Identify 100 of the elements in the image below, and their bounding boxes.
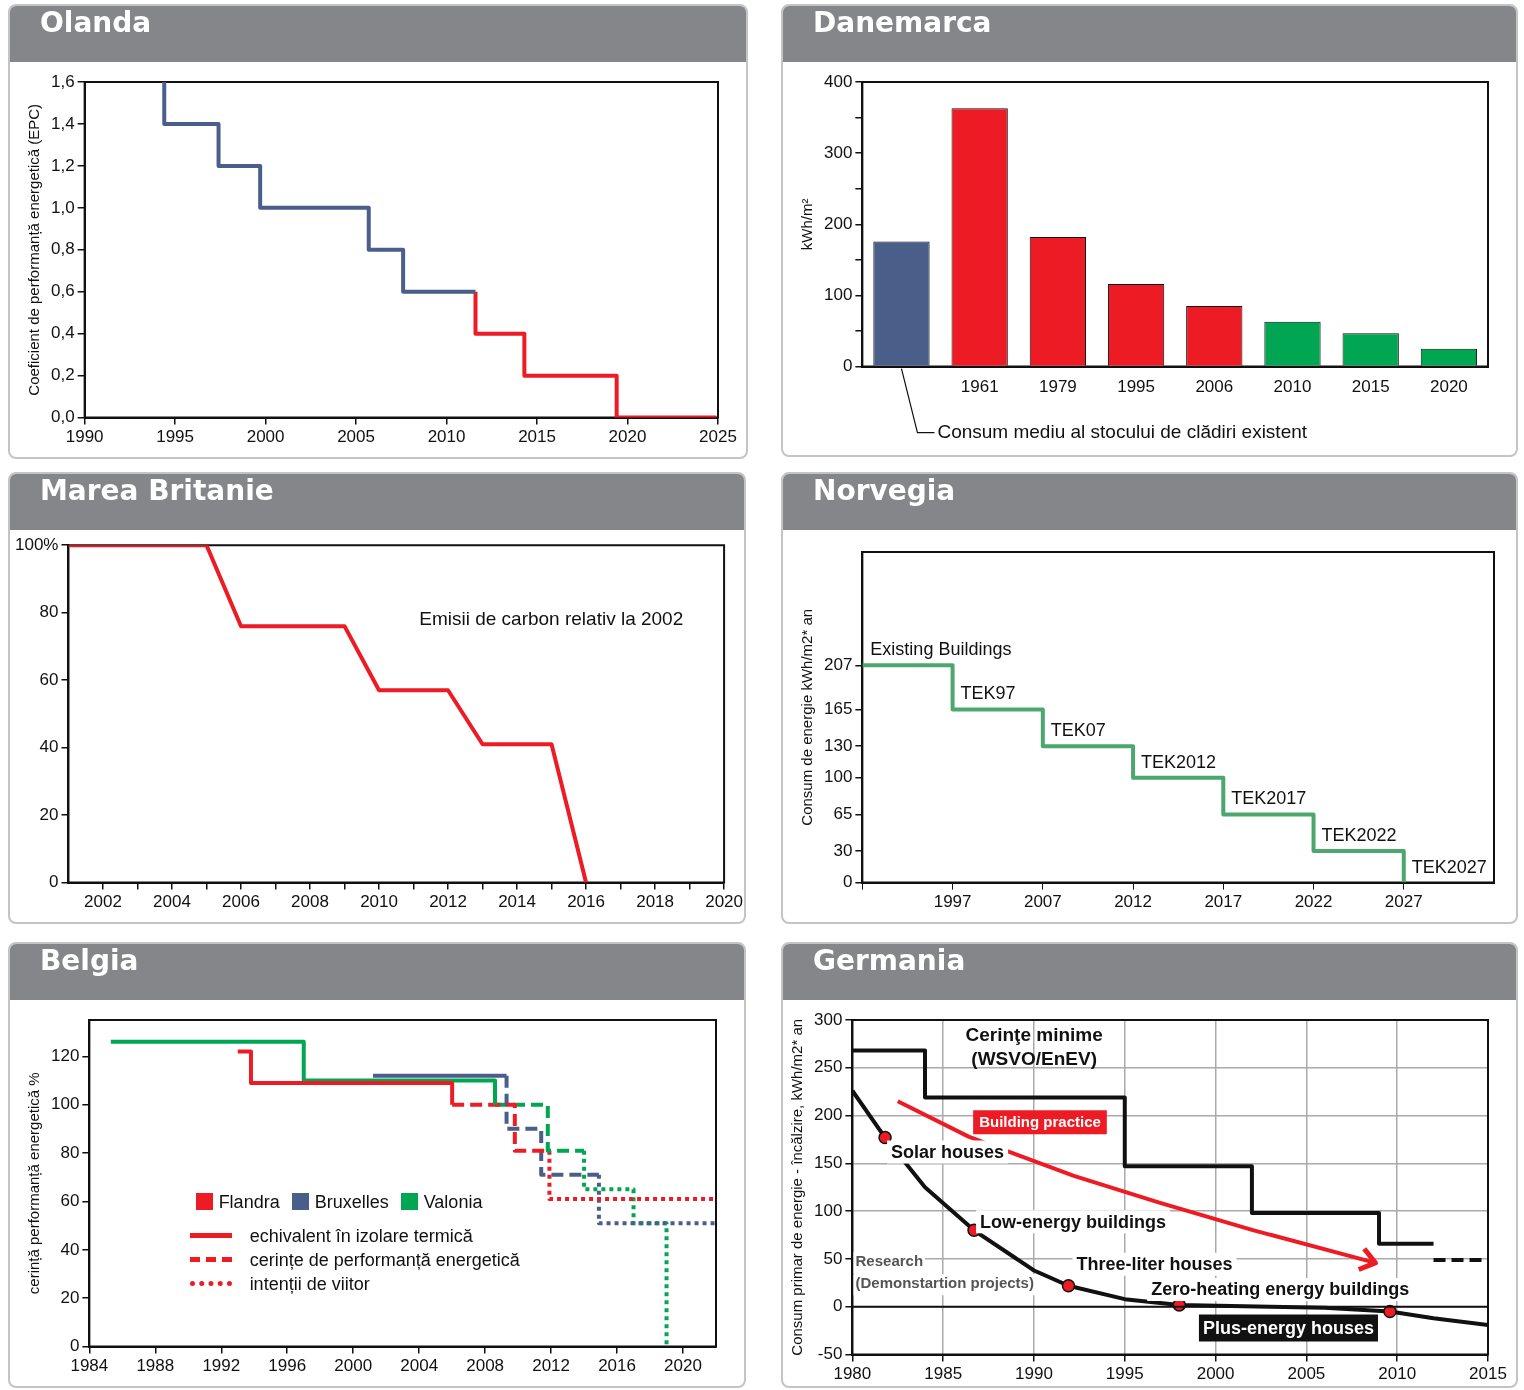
y-tick-label: 0: [842, 872, 853, 892]
y-tick-label: 1,2: [50, 155, 75, 175]
x-tick-label: 2020: [1429, 377, 1468, 397]
x-tick-label: 1996: [268, 1356, 307, 1376]
x-tick-label: 2016: [598, 1356, 636, 1376]
x-tick-label: 2000: [1196, 1364, 1235, 1384]
x-tick-label: 1984: [70, 1356, 109, 1376]
x-tick-label: 2000: [334, 1356, 373, 1376]
x-tick-label: 1961: [960, 377, 999, 397]
x-tick-label: 1990: [65, 427, 104, 447]
legend-label: Flandra: [218, 1190, 280, 1214]
y-tick-label: 100: [823, 285, 853, 305]
y-tick-label: 20: [60, 1287, 80, 1307]
legend-label: Research (Demonstartion projects): [855, 1251, 1034, 1291]
x-tick-label: 2017: [1204, 892, 1243, 912]
legend-label: Bruxelles: [314, 1190, 389, 1214]
x-tick-label: 1979: [1038, 377, 1077, 397]
chart-title: Danemarca: [783, 6, 1516, 62]
x-tick-label: 2014: [498, 892, 536, 912]
y-tick-label: 1,4: [50, 113, 75, 133]
x-tick-label: 2022: [1294, 892, 1333, 912]
y-tick-label: 250: [813, 1057, 843, 1077]
chart-title: Marea Britanie: [10, 474, 744, 530]
y-axis-title: cerință performanță energetică %: [25, 1072, 43, 1295]
y-tick-label: 100: [813, 1200, 843, 1220]
y-tick-label: 0,8: [50, 239, 75, 259]
y-tick-label: 0,4: [50, 323, 75, 343]
y-tick-label: 1,0: [50, 197, 75, 217]
chart-title: Norvegia: [783, 474, 1516, 530]
y-axis-title: Consum de energie kWh/m2* an: [798, 608, 816, 826]
x-tick-label: 2015: [1351, 377, 1390, 397]
annotation: TEK2027: [1411, 856, 1487, 877]
annotation: Solar houses: [891, 1142, 1005, 1163]
y-tick-label: 120: [50, 1045, 80, 1065]
x-tick-label: 2020: [664, 1356, 702, 1376]
series-label: Building practice: [979, 1113, 1101, 1131]
annotation: intenții de viitor: [249, 1272, 370, 1296]
x-tick-label: 2006: [1195, 377, 1234, 397]
x-tick-label: 1997: [933, 892, 972, 912]
annotation: Emisii de carbon relativ la 2002: [419, 607, 684, 629]
y-tick-label: -50: [817, 1344, 843, 1364]
series-label: Cerinţe minime (WSVO/EnEV): [965, 1024, 1103, 1070]
x-tick-label: 2018: [636, 892, 674, 912]
annotation: Three-liter houses: [1076, 1254, 1233, 1275]
y-tick-label: 60: [60, 1191, 80, 1211]
y-tick-label: 0,2: [50, 365, 75, 385]
annotation: cerințe de performanță energetică: [249, 1248, 520, 1272]
annotation: Low-energy buildings: [980, 1211, 1167, 1232]
y-tick-label: 80: [60, 1142, 80, 1162]
chart-title: Belgia: [10, 944, 744, 1000]
x-tick-label: 2000: [246, 427, 285, 447]
annotation: echivalent în izolare termică: [249, 1224, 473, 1248]
x-tick-label: 2002: [84, 892, 122, 912]
y-tick-label: 40: [60, 1239, 80, 1259]
annotation: TEK2022: [1321, 825, 1397, 846]
chart-title: Olanda: [10, 6, 746, 62]
x-tick-label: 2015: [518, 427, 556, 447]
x-tick-label: 2010: [1273, 377, 1312, 397]
y-tick-label: 300: [813, 1009, 843, 1029]
x-tick-label: 1980: [833, 1364, 872, 1384]
y-tick-label: 80: [39, 602, 59, 622]
y-tick-label: 300: [823, 142, 853, 162]
y-axis-title: Consum primar de energie - încălzire, kWh/m2* an: [788, 1018, 806, 1356]
annotation: TEK07: [1050, 720, 1106, 741]
x-tick-label: 1995: [1105, 1364, 1144, 1384]
y-tick-label: 0: [49, 872, 59, 892]
y-tick-label: 1,6: [50, 71, 75, 91]
x-tick-label: 2005: [337, 427, 375, 447]
y-tick-label: 100: [50, 1094, 80, 1114]
annotation: Existing Buildings: [870, 639, 1012, 660]
annotation: TEK97: [960, 683, 1016, 704]
y-axis-title: Coeficient de performanță energetică (EPC): [25, 103, 43, 396]
x-tick-label: 1995: [156, 427, 195, 447]
y-tick-label: 207: [823, 655, 853, 675]
y-tick-label: 150: [813, 1153, 843, 1173]
chart-title: Germania: [783, 944, 1516, 1000]
y-tick-label: 50: [823, 1248, 843, 1268]
x-tick-label: 2010: [427, 427, 466, 447]
x-tick-label: 2027: [1384, 892, 1423, 912]
x-tick-label: 2015: [1469, 1364, 1507, 1384]
annotation: Zero-heating energy buildings: [1151, 1279, 1410, 1300]
x-tick-label: 2006: [222, 892, 260, 912]
y-tick-label: 20: [39, 804, 59, 824]
x-tick-label: 1985: [924, 1364, 963, 1384]
x-tick-label: 2020: [705, 892, 743, 912]
y-tick-label: 30: [833, 840, 853, 860]
y-tick-label: 0: [832, 1296, 843, 1316]
legend-label: Valonia: [423, 1190, 483, 1214]
y-tick-label: 200: [823, 213, 853, 233]
y-tick-label: 0,6: [50, 281, 75, 301]
y-tick-label: 100: [823, 767, 853, 787]
y-tick-label: 40: [39, 737, 59, 757]
annotation: Plus-energy houses: [1202, 1318, 1374, 1339]
y-tick-label: 130: [823, 735, 853, 755]
x-tick-label: 2004: [400, 1356, 439, 1376]
y-tick-label: 400: [823, 71, 853, 91]
x-tick-label: 1995: [1117, 377, 1155, 397]
x-tick-label: 2012: [1114, 892, 1152, 912]
x-tick-label: 2010: [1378, 1364, 1417, 1384]
x-tick-label: 2010: [360, 892, 398, 912]
